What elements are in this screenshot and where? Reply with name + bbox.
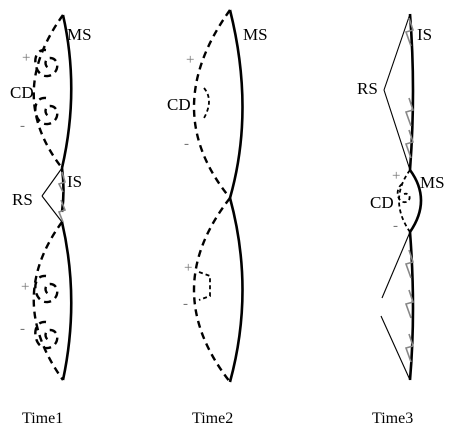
label-ms: MS xyxy=(243,25,268,44)
ms-boundary-upper xyxy=(60,14,73,169)
sign-middle-minus: - xyxy=(393,218,398,234)
vortex-lower-minus xyxy=(34,320,59,350)
label-ms: MS xyxy=(67,25,92,44)
ms-boundary-lower xyxy=(228,197,244,383)
cd-boundary-lower xyxy=(192,197,231,383)
flow-arrow-upper-1 xyxy=(404,17,415,47)
label-cd: CD xyxy=(167,95,191,114)
caption-time1: Time1 xyxy=(22,410,63,427)
cd-boundary-middle xyxy=(398,169,411,233)
sign-lower-plus: + xyxy=(184,260,192,276)
panel-time1: MS CD IS RS + - + - Time1 xyxy=(10,14,92,427)
cd-boundary-lower xyxy=(32,221,64,381)
ms-boundary-lower xyxy=(60,221,73,381)
panel-time2: MS CD + - + - Time2 xyxy=(167,9,268,427)
sign-lower-plus: + xyxy=(21,279,29,295)
flow-arrow-is-2 xyxy=(57,199,67,223)
caption-time3: Time3 xyxy=(372,410,413,427)
rs-line-lower xyxy=(41,195,63,223)
rs-line-lower-a xyxy=(381,231,411,299)
sign-middle-plus: + xyxy=(392,168,400,184)
cd-hook-upper xyxy=(203,87,210,119)
flow-arrow-lower-3 xyxy=(404,333,415,363)
flow-arrow-lower-2 xyxy=(404,289,415,319)
rs-line-upper-b xyxy=(383,89,411,171)
sign-upper-plus: + xyxy=(186,52,194,68)
vortex-middle xyxy=(396,183,411,203)
sign-upper-minus: - xyxy=(20,118,25,134)
is-boundary-upper xyxy=(60,167,65,213)
sign-upper-plus: + xyxy=(22,50,30,66)
flow-arrow-upper-3 xyxy=(404,129,415,159)
label-is: IS xyxy=(67,172,82,191)
flow-arrow-lower-1 xyxy=(404,249,415,279)
ms-boundary-middle xyxy=(408,169,423,233)
sign-upper-minus: - xyxy=(184,136,189,152)
vortex-upper-plus xyxy=(34,48,59,78)
vortex-upper-minus xyxy=(34,96,59,126)
is-boundary-upper xyxy=(408,13,415,171)
cd-boundary-upper xyxy=(192,9,231,199)
caption-time2: Time2 xyxy=(192,410,233,427)
vortex-lower-plus xyxy=(34,274,59,304)
label-rs: RS xyxy=(12,190,33,209)
sign-lower-minus: - xyxy=(183,296,188,312)
ms-boundary-upper xyxy=(228,9,244,199)
label-cd: CD xyxy=(10,83,34,102)
cd-hook-lower xyxy=(198,271,211,301)
panel-time3: IS RS MS CD + - Time3 xyxy=(357,13,445,427)
cd-boundary-upper xyxy=(32,14,64,169)
rs-line-upper-a xyxy=(383,13,411,91)
label-is: IS xyxy=(417,25,432,44)
flow-arrow-is-1 xyxy=(57,171,66,193)
rs-line-lower-b xyxy=(380,315,411,381)
sign-lower-minus: - xyxy=(20,321,25,337)
label-rs: RS xyxy=(357,79,378,98)
label-cd: CD xyxy=(370,193,394,212)
is-boundary-lower xyxy=(408,231,415,381)
flow-arrow-upper-2 xyxy=(404,97,415,127)
label-ms: MS xyxy=(420,173,445,192)
rs-line-upper xyxy=(41,167,63,197)
